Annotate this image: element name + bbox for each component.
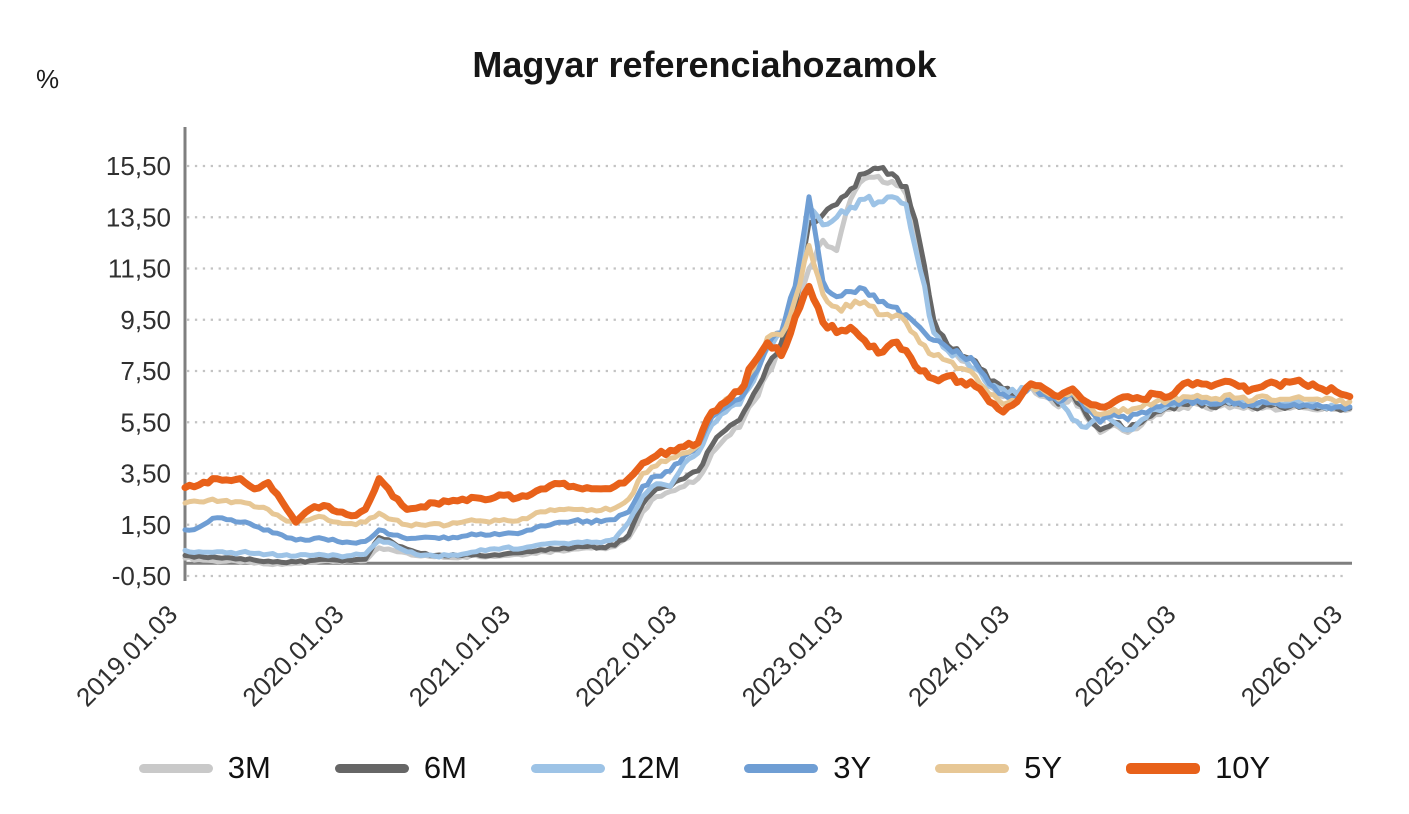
legend-swatch-6M — [334, 763, 409, 773]
y-axis-unit-label: % — [36, 64, 60, 94]
y-tick-label: 13,50 — [106, 202, 171, 232]
series-line-10Y — [181, 282, 1354, 526]
y-tick-label: 9,50 — [120, 305, 171, 335]
legend-label-3M: 3M — [227, 750, 271, 785]
x-tick-label: 2019.01.03 — [70, 599, 183, 712]
legend-item-3M: 3M — [138, 750, 271, 786]
legend: 3M 6M 12M 3Y 5Y 10Y — [0, 750, 1409, 786]
legend-swatch-10Y — [1126, 762, 1201, 774]
series-line-6M — [182, 165, 1353, 566]
legend-label-12M: 12M — [619, 750, 681, 785]
y-tick-label: 3,50 — [120, 459, 171, 489]
x-tick-label: 2025.01.03 — [1068, 599, 1181, 712]
legend-item-10Y: 10Y — [1126, 750, 1270, 786]
y-tick-label: 7,50 — [120, 356, 171, 386]
legend-swatch-3Y — [744, 763, 819, 773]
legend-item-6M: 6M — [334, 750, 467, 786]
legend-label-5Y: 5Y — [1024, 750, 1063, 785]
legend-item-5Y: 5Y — [935, 750, 1062, 786]
legend-label-3Y: 3Y — [833, 750, 872, 785]
y-tick-labels: 15,50 13,50 11,50 9,50 7,50 5,50 3,50 1,50 -0,50 — [106, 151, 171, 591]
x-tick-label: 2024.01.03 — [902, 599, 1015, 712]
y-tick-label: 1,50 — [120, 510, 171, 540]
legend-swatch-3M — [138, 763, 213, 773]
x-tick-labels: 2019.01.03 2020.01.03 2021.01.03 2022.01.03… — [70, 599, 1348, 712]
legend-label-6M: 6M — [423, 750, 467, 785]
chart-title: Magyar referenciahozamok — [472, 44, 937, 85]
y-tick-label: 11,50 — [108, 254, 171, 284]
y-tick-label: 15,50 — [106, 151, 171, 181]
x-tick-label: 2020.01.03 — [236, 599, 349, 712]
y-tick-label: 5,50 — [120, 407, 171, 437]
series-line-5Y — [182, 242, 1353, 529]
legend-item-12M: 12M — [530, 750, 681, 786]
legend-swatch-12M — [530, 763, 605, 773]
legend-swatch-5Y — [935, 763, 1010, 773]
x-tick-label: 2026.01.03 — [1235, 599, 1348, 712]
x-tick-label: 2022.01.03 — [569, 599, 682, 712]
x-tick-label: 2021.01.03 — [403, 599, 516, 712]
x-tick-label: 2023.01.03 — [736, 599, 849, 712]
legend-label-10Y: 10Y — [1215, 750, 1271, 785]
y-tick-label: -0,50 — [112, 561, 171, 591]
legend-item-3Y: 3Y — [744, 750, 871, 786]
